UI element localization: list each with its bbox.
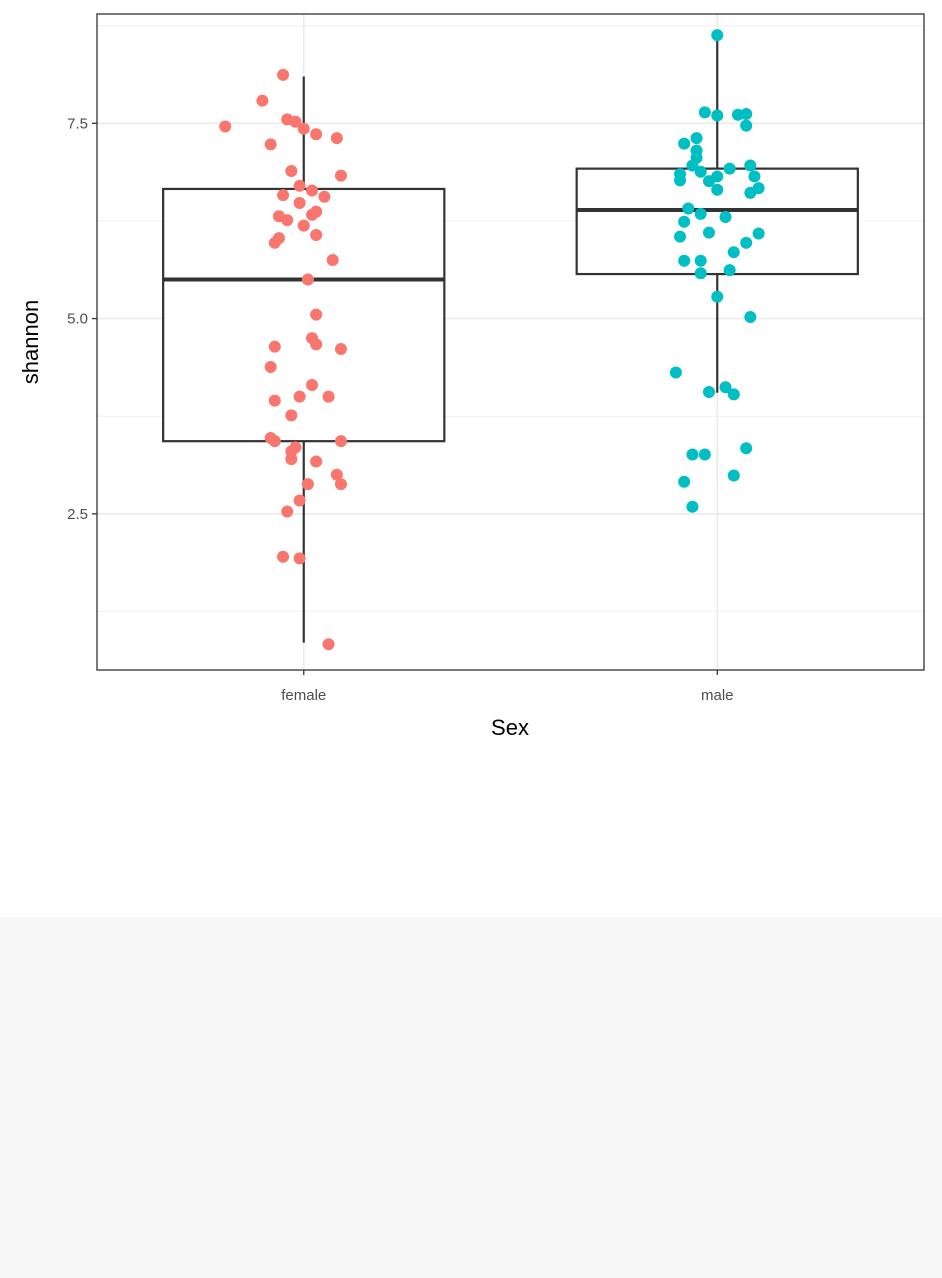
y-tick-label: 2.5 xyxy=(67,506,88,523)
point-male xyxy=(686,159,699,172)
point-female xyxy=(293,179,306,192)
point-male xyxy=(719,381,732,394)
point-male xyxy=(702,226,715,239)
point-male xyxy=(719,211,732,224)
point-male xyxy=(686,500,699,513)
point-male xyxy=(694,254,707,267)
point-male xyxy=(669,366,682,379)
point-male xyxy=(694,267,707,280)
point-female xyxy=(268,236,281,249)
point-male xyxy=(727,469,740,482)
point-female xyxy=(306,208,319,221)
point-female xyxy=(310,229,323,242)
point-male xyxy=(740,107,753,120)
point-female xyxy=(281,505,294,518)
point-female xyxy=(268,435,281,448)
point-female xyxy=(334,343,347,356)
point-female xyxy=(256,94,269,107)
point-female xyxy=(293,552,306,565)
point-female xyxy=(322,638,335,651)
point-female xyxy=(301,478,314,491)
point-male xyxy=(744,159,757,172)
point-male xyxy=(744,186,757,199)
y-axis-title: shannon xyxy=(18,300,43,384)
point-female xyxy=(306,378,319,391)
point-female xyxy=(268,340,281,353)
point-male xyxy=(752,227,765,240)
point-female xyxy=(301,273,314,286)
bottom-blank-area xyxy=(0,917,942,1278)
point-female xyxy=(293,196,306,209)
x-axis: female male xyxy=(281,670,734,704)
point-male xyxy=(711,290,724,303)
point-male xyxy=(674,174,687,187)
points-layer xyxy=(219,29,765,651)
point-female xyxy=(310,308,323,321)
point-male xyxy=(686,448,699,461)
point-female xyxy=(277,189,290,202)
point-female xyxy=(297,219,310,232)
point-male xyxy=(674,230,687,243)
point-male xyxy=(690,132,703,145)
point-male xyxy=(711,109,724,122)
point-male xyxy=(740,442,753,455)
point-male xyxy=(740,119,753,132)
point-female xyxy=(293,390,306,403)
point-female xyxy=(285,409,298,422)
point-female xyxy=(289,115,302,128)
point-male xyxy=(694,207,707,220)
point-female xyxy=(306,184,319,197)
point-male xyxy=(744,311,757,324)
point-female xyxy=(268,394,281,407)
point-male xyxy=(702,385,715,398)
point-male xyxy=(711,183,724,196)
box-male xyxy=(575,35,859,393)
y-tick-label: 5.0 xyxy=(67,311,88,328)
point-female xyxy=(277,550,290,563)
point-female xyxy=(264,138,277,151)
point-female xyxy=(277,68,290,81)
point-female xyxy=(334,478,347,491)
x-axis-title: Sex xyxy=(491,715,529,740)
point-male xyxy=(698,448,711,461)
point-male xyxy=(678,475,691,488)
x-tick-label: female xyxy=(281,687,326,704)
point-male xyxy=(727,246,740,259)
point-female xyxy=(310,338,323,351)
x-tick-label: male xyxy=(701,687,734,704)
point-male xyxy=(748,170,761,183)
point-female xyxy=(318,190,331,203)
point-male xyxy=(698,106,711,119)
point-female xyxy=(297,122,310,135)
point-male xyxy=(678,215,691,228)
point-female xyxy=(310,128,323,141)
point-female xyxy=(334,435,347,448)
point-male xyxy=(702,175,715,188)
point-female xyxy=(293,494,306,507)
point-female xyxy=(285,453,298,466)
point-female xyxy=(322,390,335,403)
y-tick-label: 7.5 xyxy=(67,115,88,132)
point-female xyxy=(310,455,323,468)
point-female xyxy=(330,132,343,145)
point-female xyxy=(264,360,277,373)
point-male xyxy=(727,388,740,401)
point-male xyxy=(723,162,736,175)
point-female xyxy=(281,214,294,227)
boxplot-chart: 2.5 5.0 7.5 female male Sex shannon xyxy=(18,13,925,740)
point-female xyxy=(334,169,347,182)
point-male xyxy=(723,264,736,277)
panel-border xyxy=(96,13,925,671)
point-male xyxy=(678,254,691,267)
point-male xyxy=(694,165,707,178)
point-male xyxy=(682,202,695,215)
point-male xyxy=(740,236,753,249)
point-female xyxy=(330,468,343,481)
y-axis: 2.5 5.0 7.5 xyxy=(67,115,97,523)
point-female xyxy=(219,120,232,133)
point-female xyxy=(285,164,298,177)
point-male xyxy=(711,29,724,42)
point-female xyxy=(326,254,339,266)
point-male xyxy=(678,137,691,150)
